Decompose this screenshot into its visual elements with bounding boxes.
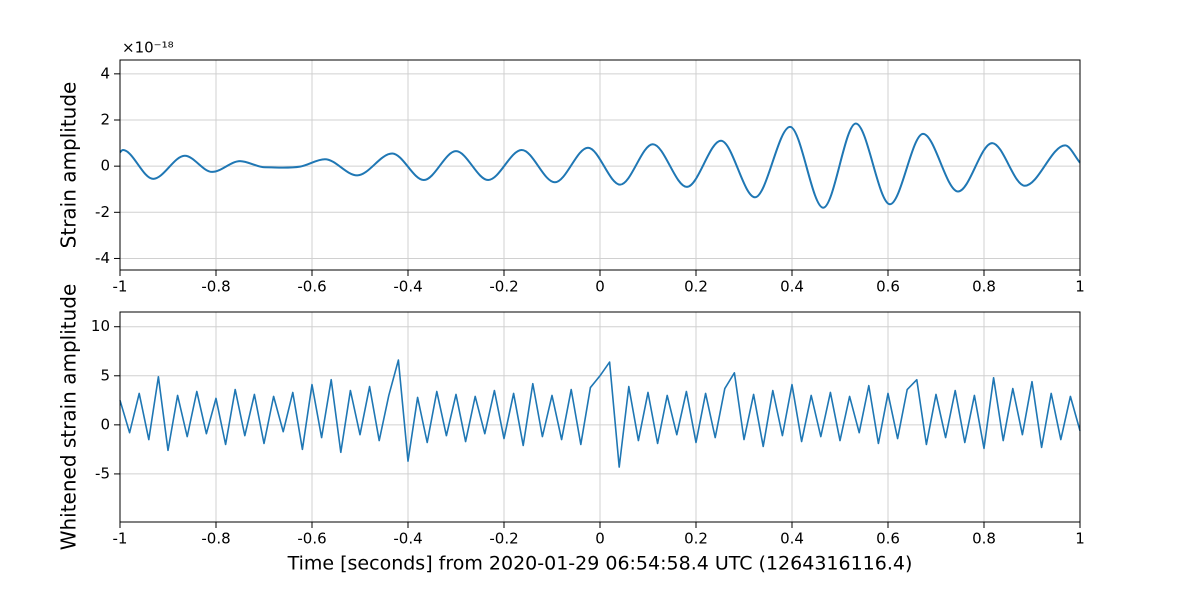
x-tick-label: -0.8 [201, 530, 230, 548]
y-tick-label: 4 [100, 64, 110, 82]
y-tick-label: 10 [91, 317, 110, 335]
y-axis-label: Whitened strain amplitude [57, 284, 81, 551]
x-tick-label: 0.6 [876, 530, 900, 548]
axes-frame [119, 311, 1081, 523]
x-tick-label: 0 [595, 278, 605, 296]
x-tick-label: 0 [595, 530, 605, 548]
x-tick-label: 1 [1075, 278, 1085, 296]
x-tick-label: 0.4 [780, 530, 804, 548]
x-tick-label: 0.4 [780, 278, 804, 296]
axis-offset: ×10⁻¹⁸ [122, 39, 174, 57]
axes-frame [119, 59, 1081, 271]
data-line [119, 122, 1081, 209]
x-axis-label: Time [seconds] from 2020-01-29 06:54:58.… [287, 553, 913, 575]
x-tick-label: -1 [113, 530, 128, 548]
y-tick-label: 5 [100, 366, 110, 384]
y-tick-label: 0 [100, 157, 110, 175]
x-tick-label: -1 [113, 278, 128, 296]
x-tick-label: 0.2 [684, 278, 708, 296]
x-tick-label: 1 [1075, 530, 1085, 548]
x-tick-label: -0.6 [297, 278, 326, 296]
x-tick-label: 0.6 [876, 278, 900, 296]
x-tick-label: -0.2 [489, 530, 518, 548]
y-tick-label: -2 [95, 203, 110, 221]
y-tick-label: -4 [95, 249, 110, 267]
x-tick-label: -0.2 [489, 278, 518, 296]
y-tick-label: 0 [100, 415, 110, 433]
x-tick-label: 0.8 [972, 278, 996, 296]
x-tick-label: 0.8 [972, 530, 996, 548]
x-tick-label: 0.2 [684, 530, 708, 548]
x-tick-label: -0.4 [393, 278, 422, 296]
y-tick-label: 2 [100, 111, 110, 129]
y-tick-label: -5 [95, 464, 110, 482]
x-tick-label: -0.6 [297, 530, 326, 548]
y-axis-label: Strain amplitude [57, 82, 81, 249]
x-tick-label: -0.4 [393, 530, 422, 548]
x-tick-label: -0.8 [201, 278, 230, 296]
data-line [119, 359, 1081, 468]
